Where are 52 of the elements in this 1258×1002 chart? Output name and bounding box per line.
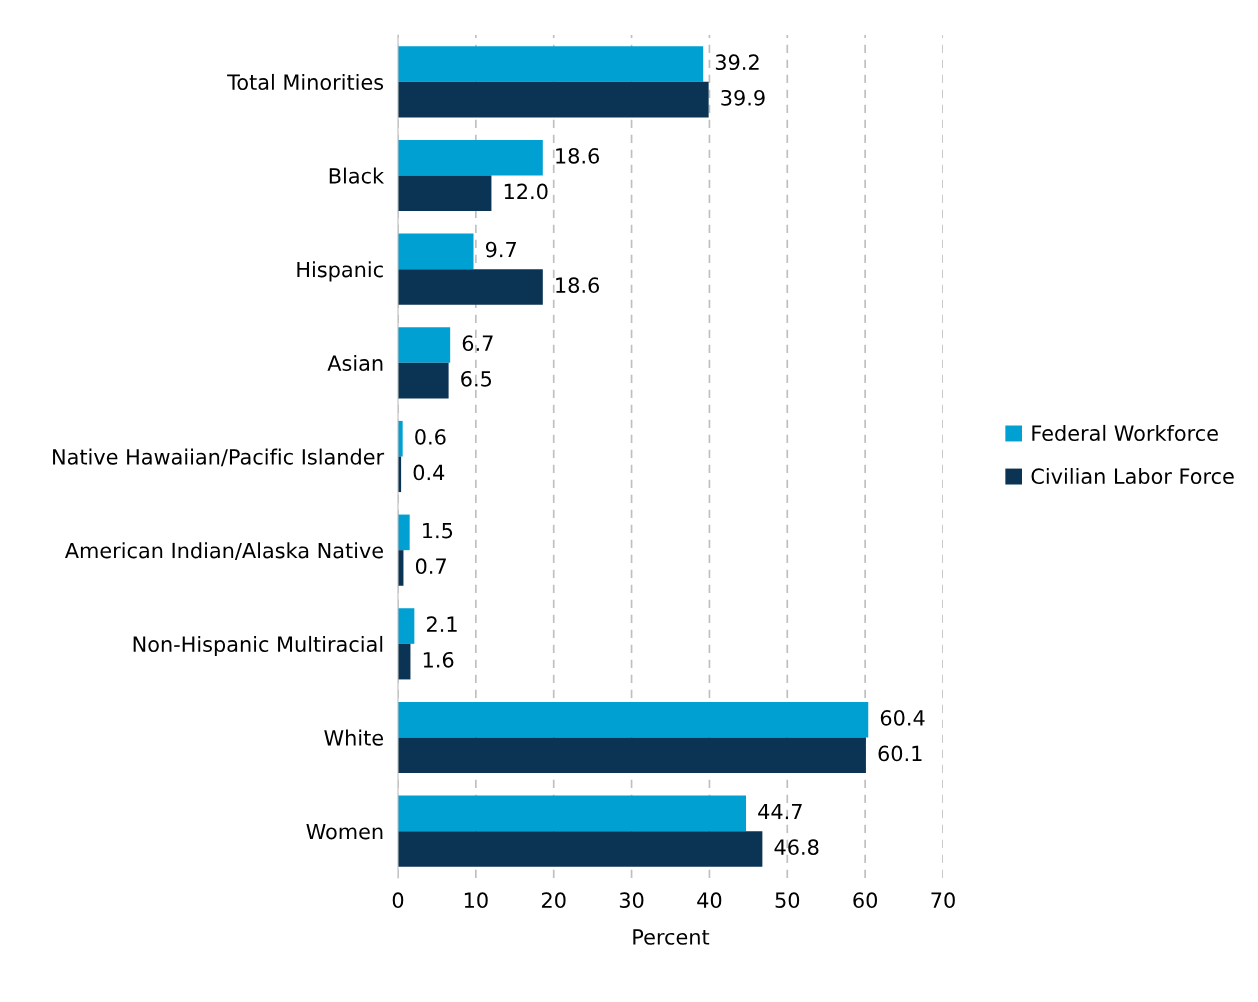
- bar: [398, 737, 866, 774]
- data-label: 0.6: [415, 428, 446, 445]
- y-tick-label: American Indian/Alaska Native: [64, 542, 383, 561]
- data-label: 0.4: [413, 464, 445, 481]
- x-tick-label: 60: [853, 892, 878, 909]
- x-tick-label: 0: [392, 892, 404, 909]
- data-label: 6.5: [461, 370, 492, 387]
- y-tick-label: Women: [306, 823, 383, 840]
- data-label: 2.1: [426, 616, 457, 632]
- y-tick-label: Asian: [327, 354, 383, 372]
- y-tick-label: Total Minorities: [227, 73, 384, 91]
- bar: [398, 139, 543, 176]
- x-tick-label: 40: [697, 892, 722, 909]
- y-tick-label: White: [324, 729, 383, 746]
- data-label: 39.9: [721, 89, 765, 106]
- data-label: 39.2: [715, 54, 759, 71]
- bar: [398, 608, 415, 644]
- bar: [398, 514, 410, 551]
- bar: [398, 831, 763, 867]
- data-label: 0.7: [415, 558, 446, 575]
- data-label: 44.7: [758, 803, 802, 820]
- bar: [398, 795, 747, 832]
- data-label: 18.6: [556, 147, 599, 164]
- bar: [398, 362, 449, 399]
- x-tick-label: 10: [464, 892, 488, 909]
- x-tick-label: 70: [931, 892, 955, 909]
- bar: [398, 81, 709, 118]
- data-label: 60.4: [880, 709, 925, 726]
- data-label: 1.5: [423, 522, 453, 539]
- bar: [398, 327, 451, 363]
- y-tick-label: Non-Hispanic Multiracial: [133, 635, 383, 657]
- data-label: 9.7: [485, 241, 516, 258]
- bar: [398, 175, 492, 212]
- x-tick-label: 30: [619, 892, 644, 909]
- bar: [398, 701, 869, 738]
- data-label: 60.1: [878, 745, 922, 762]
- x-axis-title: Percent: [633, 929, 710, 945]
- data-label: 6.7: [462, 335, 493, 352]
- y-tick-label: Native Hawaiian/Pacific Islander: [53, 448, 385, 467]
- x-tick-label: 20: [541, 892, 566, 909]
- data-label: 1.6: [423, 651, 454, 668]
- x-tick-label: 50: [775, 892, 800, 909]
- legend-label: Federal Workforce: [1032, 424, 1218, 442]
- data-label: 12.0: [504, 183, 548, 200]
- bar: [398, 46, 704, 82]
- y-tick-label: Hispanic: [297, 261, 383, 282]
- data-label: 18.6: [556, 277, 599, 294]
- data-label: 46.8: [774, 839, 819, 856]
- bar: [398, 233, 474, 270]
- y-tick-label: Black: [329, 167, 385, 184]
- legend-label: Civilian Labor Force: [1031, 467, 1234, 485]
- bar: [398, 269, 543, 305]
